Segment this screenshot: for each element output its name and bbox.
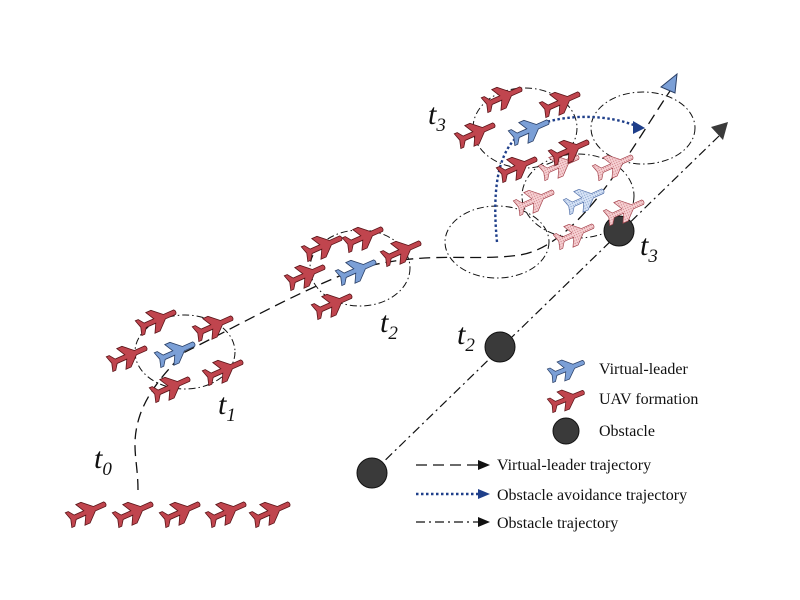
uav-t1-5-airplane-icon [200, 350, 248, 389]
uav-t0-4-airplane-icon [203, 492, 251, 531]
virtual-leader-t2-airplane-icon [333, 250, 381, 289]
uav-t0-1-airplane-icon [63, 492, 111, 531]
trajectory-circle-a [444, 205, 550, 279]
legend-virtual-leader-label: Virtual-leader [599, 361, 688, 378]
obstacle-trajectory-line [371, 122, 728, 474]
uav-t0-3-airplane-icon [157, 492, 205, 531]
obstacle-t2 [484, 331, 516, 363]
time-label-t3-formation: t3 [428, 98, 446, 136]
uav-t2-2-airplane-icon [340, 217, 388, 256]
legend-uav-formation-icon [545, 382, 589, 416]
uav-t3-2-airplane-icon [537, 82, 585, 121]
uav-row-t0 [63, 492, 295, 531]
obstacle-t3 [603, 215, 635, 247]
legend: Virtual-leader UAV formation Obstacle Vi… [416, 352, 698, 532]
legend-obstacle-trajectory-line-icon [416, 517, 490, 527]
uav-t1-1-airplane-icon [133, 300, 181, 339]
uav-t2-6-airplane-icon [309, 284, 357, 323]
legend-leader-trajectory-label: Virtual-leader trajectory [497, 457, 651, 474]
uav-t2-4-airplane-icon [282, 255, 330, 294]
formation-t2 [282, 217, 426, 323]
time-label-t1: t1 [218, 388, 236, 426]
legend-avoidance-trajectory-line-icon [416, 489, 490, 499]
legend-avoidance-trajectory-label: Obstacle avoidance trajectory [497, 487, 687, 504]
virtual-leader-t1-airplane-icon [152, 332, 200, 371]
uav-t3-1-airplane-icon [479, 77, 527, 116]
uav-t0-2-airplane-icon [110, 492, 158, 531]
uav-t1-2-airplane-icon [190, 306, 238, 345]
legend-obstacle-trajectory-label: Obstacle trajectory [497, 515, 618, 532]
uav-t0-5-airplane-icon [247, 492, 295, 531]
trajectory-circle-b [590, 91, 696, 165]
uav-t2-1-airplane-icon [299, 226, 347, 265]
uav-t2-3-airplane-icon [378, 231, 426, 270]
formation-t3 [452, 77, 594, 186]
formation-circle-t3 [472, 87, 578, 169]
time-label-t2-obstacle: t2 [457, 318, 475, 356]
time-label-t0: t0 [94, 442, 112, 480]
time-label-t2: t2 [380, 306, 398, 344]
obstacle-t0 [356, 457, 388, 489]
time-label-t3-obstacle: t3 [640, 229, 658, 267]
legend-obstacle-label: Obstacle [599, 423, 655, 440]
uav-t3-3-airplane-icon [452, 113, 500, 152]
uav-t1-3-airplane-icon [104, 336, 152, 375]
ghost-uav-6-airplane-icon [551, 214, 599, 253]
legend-virtual-leader-icon [545, 352, 589, 386]
legend-obstacle-icon [552, 417, 580, 445]
ghost-uav-3-airplane-icon [511, 180, 559, 219]
legend-leader-trajectory-line-icon [416, 460, 490, 470]
legend-uav-formation-label: UAV formation [599, 391, 698, 408]
